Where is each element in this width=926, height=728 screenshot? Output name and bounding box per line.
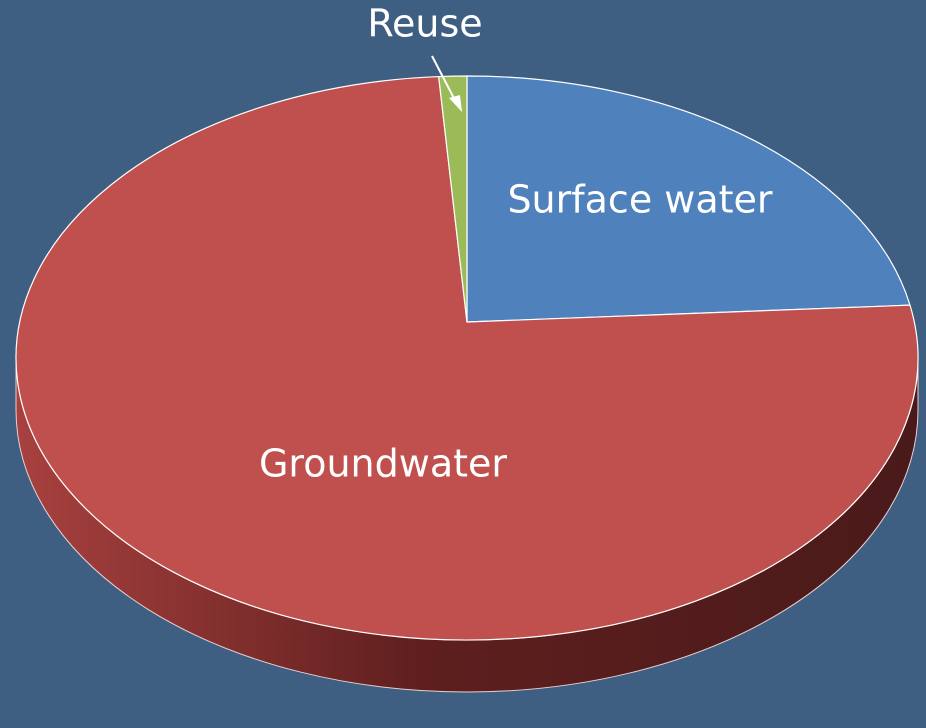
pie-slice bbox=[438, 75, 468, 323]
slice-label: Reuse bbox=[367, 2, 482, 46]
label-arrowhead bbox=[449, 95, 462, 112]
slice-label: Groundwater bbox=[259, 442, 507, 486]
pie-slice bbox=[15, 75, 919, 641]
slices bbox=[15, 75, 919, 641]
pie-slice bbox=[466, 75, 911, 323]
slice-label: Surface water bbox=[507, 178, 772, 222]
labels: Surface water Groundwater Reuse bbox=[259, 2, 773, 486]
